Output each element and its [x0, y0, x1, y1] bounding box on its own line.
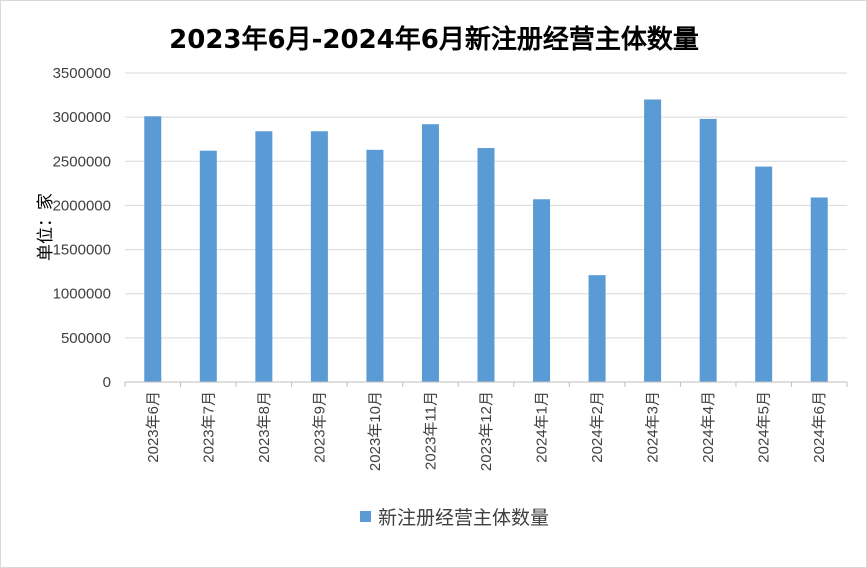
bar: [310, 131, 328, 382]
x-tick-label: 2024年2月: [589, 391, 606, 463]
x-axis: [124, 381, 848, 387]
y-tick-label: 2000000: [53, 197, 111, 214]
y-tick-label: 3000000: [53, 109, 111, 126]
x-tick-label: 2023年11月: [422, 391, 439, 470]
bar: [199, 150, 217, 382]
y-tick-label: 1500000: [53, 242, 111, 259]
x-tick-label: 2024年4月: [700, 391, 717, 463]
x-tick-label: 2024年6月: [811, 391, 828, 463]
bar: [810, 197, 828, 382]
x-tick-label: 2024年3月: [645, 391, 662, 463]
legend-swatch: [360, 511, 371, 522]
bar: [144, 116, 162, 382]
bar: [755, 166, 773, 382]
bar: [421, 124, 439, 382]
bar: [699, 118, 717, 382]
bar: [588, 275, 606, 382]
x-tick-label: 2023年8月: [256, 391, 273, 463]
x-tick-label: 2023年12月: [478, 391, 495, 471]
bar: [255, 131, 273, 382]
bar: [533, 199, 551, 382]
y-tick-label: 1000000: [53, 286, 111, 303]
y-tick-label: 500000: [61, 330, 111, 347]
y-tick-label: 0: [103, 374, 111, 391]
bar: [477, 148, 495, 382]
y-tick-label: 2500000: [53, 153, 111, 170]
x-axis-ticks: 2023年6月 2023年7月 2023年8月 2023年9月 2023年10月 2023…: [145, 391, 828, 471]
y-tick-label: 3500000: [53, 65, 111, 82]
x-tick-label: 2024年1月: [534, 391, 551, 463]
y-axis-ticks: 0 500000 1000000 1500000 2000000 2500000 30000…: [53, 65, 111, 391]
legend: 新注册经营主体数量: [360, 507, 549, 529]
bar: [366, 149, 384, 382]
x-tick-label: 2023年6月: [145, 391, 162, 463]
bars: [144, 99, 828, 382]
x-tick-label: 2023年10月: [367, 391, 384, 471]
legend-label: 新注册经营主体数量: [378, 507, 549, 529]
x-tick-label: 2024年5月: [756, 391, 773, 463]
x-tick-label: 2023年9月: [311, 391, 328, 463]
bar: [644, 99, 662, 382]
chart-title: 2023年6月-2024年6月新注册经营主体数量: [169, 24, 699, 55]
y-axis-label: 单位：家: [36, 193, 56, 261]
x-tick-label: 2023年7月: [200, 391, 217, 463]
